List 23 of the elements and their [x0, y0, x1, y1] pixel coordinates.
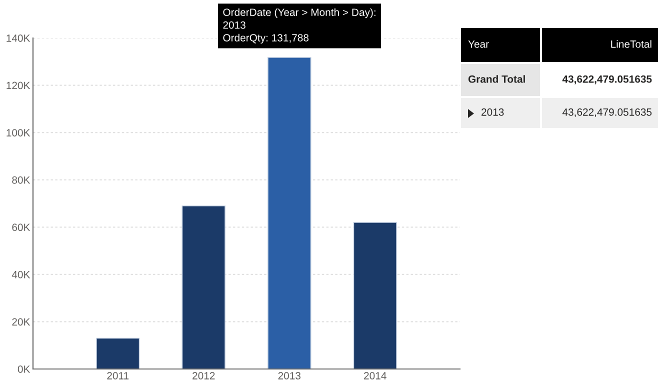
bar [96, 338, 140, 369]
x-tick-label: 2013 [278, 372, 300, 380]
y-tick-label: 60K [12, 224, 30, 232]
x-tick-label: 2011 [107, 372, 129, 380]
text: 43,622,479.051635 [562, 75, 652, 84]
bar [268, 56, 312, 369]
text: 43,622,479.051635 [562, 108, 652, 118]
bar [353, 222, 397, 369]
y-tick-label: 120K [6, 82, 30, 90]
text: Year [468, 40, 489, 48]
y-tick-label: 40K [12, 270, 30, 278]
y-tick-label: 140K [6, 34, 30, 42]
y-tick-label: 0K [18, 366, 30, 373]
y-tick-label: 100K [6, 129, 30, 136]
annotation: OrderDate (Year > Month > Day): 2013 OrderQty: 131,788 [223, 8, 376, 44]
text: LineTotal [611, 40, 652, 48]
y-tick-label: 20K [12, 318, 30, 326]
x-tick-label: 2014 [364, 372, 386, 380]
text: Grand Total [468, 75, 525, 83]
bar [182, 205, 226, 369]
y-tick-label: 80K [12, 176, 30, 184]
x-tick-label: 2012 [192, 372, 215, 380]
text: 2013 [482, 108, 504, 116]
